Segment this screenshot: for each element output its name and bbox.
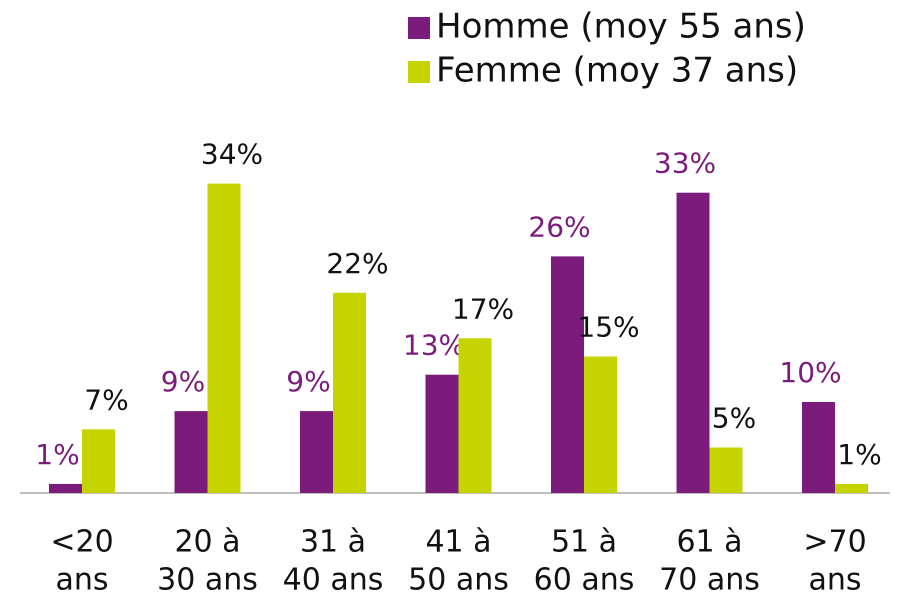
x-tick-label: 30 ans: [157, 563, 258, 597]
x-tick-label: 60 ans: [534, 563, 635, 597]
x-tick-label: 51 à: [551, 525, 617, 560]
bar: [82, 429, 115, 493]
x-tick-label: 70 ans: [659, 563, 760, 597]
data-label: 10%: [779, 356, 841, 389]
bar: [676, 192, 710, 493]
x-tick-label: 31 à: [300, 525, 366, 560]
data-label: 26%: [528, 210, 590, 243]
data-label: 1%: [837, 438, 881, 471]
data-label: 17%: [452, 292, 514, 325]
x-tick-label: 40 ans: [283, 563, 384, 597]
bar: [458, 338, 492, 493]
bar: [802, 402, 835, 493]
bar: [300, 411, 333, 493]
data-label: 33%: [654, 147, 716, 180]
x-tick-label: <20: [50, 525, 113, 560]
data-label: 5%: [712, 402, 756, 435]
bar: [174, 411, 208, 493]
x-tick-label: 20 à: [174, 525, 240, 560]
bar: [584, 356, 617, 493]
data-label: 9%: [161, 365, 205, 398]
legend-label: Homme (moy 55 ans): [436, 7, 806, 47]
x-tick-label: 41 à: [425, 525, 491, 560]
bar: [709, 447, 743, 493]
x-tick-label: ans: [808, 563, 861, 597]
data-label: 34%: [201, 138, 263, 171]
bar: [207, 183, 241, 493]
data-label: 9%: [286, 365, 330, 398]
bar: [333, 292, 366, 493]
x-tick-label: >70: [803, 525, 866, 560]
x-tick-label: 50 ans: [408, 563, 509, 597]
bar: [49, 483, 82, 493]
data-label: 13%: [403, 329, 465, 362]
bar: [425, 374, 459, 493]
bar: [551, 256, 584, 493]
legend-swatch: [408, 17, 430, 39]
legend-label: Femme (moy 37 ans): [436, 51, 798, 91]
x-tick-label: ans: [55, 563, 108, 597]
x-tick-label: 61 à: [676, 525, 742, 560]
data-label: 15%: [577, 311, 639, 344]
data-label: 22%: [326, 247, 388, 280]
data-label: 7%: [84, 383, 128, 416]
data-label: 1%: [35, 438, 79, 471]
bar: [835, 483, 868, 493]
legend-swatch: [408, 61, 430, 83]
